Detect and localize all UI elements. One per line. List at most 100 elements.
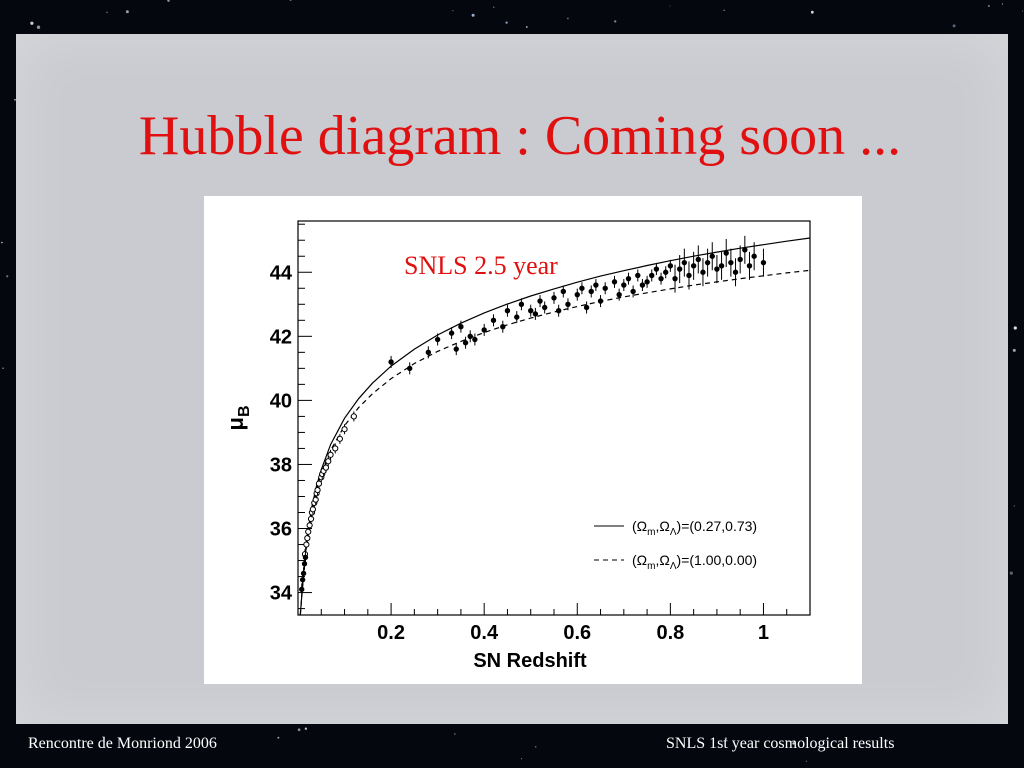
low-z-supernova-point	[309, 506, 316, 513]
chart-frame: 0.2 0.4 0.6 0.8 1 34 36 38 40 42 44 SNLS 2.5 year …	[204, 196, 862, 684]
y-axis-subscript: B	[236, 405, 253, 417]
star	[1022, 10, 1023, 12]
snls-supernova-point	[453, 346, 459, 352]
snls-supernova-point	[565, 301, 571, 307]
low-z-supernova-point	[305, 528, 312, 535]
y-tick-label: 42	[270, 326, 292, 348]
star	[1009, 571, 1013, 575]
star	[277, 736, 280, 739]
star	[723, 9, 725, 12]
snls-supernova-point	[541, 304, 548, 311]
star	[289, 0, 292, 1]
snls-supernova-point	[760, 259, 767, 266]
low-z-supernova-point	[341, 426, 348, 433]
star	[1013, 326, 1017, 330]
low-z-supernova-point	[327, 451, 334, 458]
x-tick-label: 0.6	[563, 622, 591, 644]
y-axis-title: μB	[223, 405, 253, 430]
snls-supernova-point	[732, 269, 739, 275]
star	[525, 26, 528, 28]
low-z-supernova-point	[307, 515, 315, 523]
low-z-supernova-point	[315, 480, 323, 487]
star	[6, 275, 9, 278]
snls-supernova-point	[574, 291, 580, 298]
snls-supernova-point	[686, 272, 692, 279]
snls-supernova-point	[676, 266, 683, 272]
y-tick-label: 40	[270, 390, 292, 412]
x-tick-label: 0.4	[470, 622, 499, 644]
y-tick-label: 38	[270, 454, 292, 476]
snls-supernova-point	[467, 333, 473, 340]
low-z-supernova-point	[322, 464, 330, 471]
star	[148, 746, 150, 748]
star	[493, 6, 495, 8]
low-z-supernova-point	[303, 541, 310, 548]
star	[36, 25, 41, 29]
snls-supernova-point	[723, 250, 729, 256]
snls-supernova-point	[658, 275, 664, 282]
legend-item-dashed: (Ωm,ΩΛ)=(1.00,0.00)	[632, 552, 757, 572]
snls-supernova-point	[667, 263, 674, 269]
star	[567, 17, 569, 20]
low-z-supernova-point	[304, 535, 311, 542]
low-z-supernova-point	[312, 496, 319, 503]
snls-supernova-point	[300, 570, 307, 577]
snls-supernova-point	[672, 275, 678, 282]
snls-supernova-point	[504, 307, 511, 314]
snls-supernova-point	[551, 295, 557, 301]
snls-supernova-point	[448, 330, 455, 336]
snls-supernova-point	[434, 336, 441, 343]
snls-supernova-point	[407, 365, 413, 372]
snls-supernova-point	[700, 269, 706, 275]
snls-supernova-point	[299, 577, 306, 583]
snls-supernova-point	[299, 586, 305, 593]
chart-annotation: SNLS 2.5 year	[404, 251, 558, 280]
snls-supernova-point	[602, 285, 608, 291]
x-tick-label: 1	[758, 622, 769, 644]
star	[810, 10, 814, 14]
star	[304, 727, 308, 730]
star	[669, 5, 671, 7]
snls-supernova-point	[301, 561, 308, 567]
snls-supernova-point	[588, 288, 594, 295]
snls-supernova-point	[532, 311, 539, 317]
snls-supernova-point	[555, 307, 562, 314]
snls-supernova-point	[472, 336, 478, 343]
snls-supernova-point	[579, 285, 585, 291]
legend-item-solid: (Ωm,ΩΛ)=(0.27,0.73)	[632, 518, 757, 538]
star	[2, 367, 4, 370]
snls-supernova-point	[718, 263, 725, 269]
snls-supernova-point	[514, 314, 520, 320]
star	[471, 13, 475, 17]
data-points	[299, 235, 767, 596]
snls-supernova-point	[746, 263, 753, 269]
star	[614, 20, 617, 23]
snls-supernova-point	[625, 275, 632, 282]
footer-left-text: Rencontre de Monriond 2006	[28, 735, 217, 752]
star	[452, 10, 454, 12]
y-axis-symbol: μ	[223, 417, 248, 430]
star	[724, 737, 728, 740]
snls-supernova-point	[302, 554, 309, 561]
star	[534, 746, 537, 748]
star	[1, 241, 3, 244]
snls-supernova-point	[462, 340, 469, 346]
snls-supernova-point	[695, 256, 701, 263]
star	[952, 24, 956, 28]
snls-supernova-point	[611, 279, 618, 285]
star	[125, 10, 129, 14]
x-tick-label: 0.2	[377, 622, 405, 644]
snls-supernova-point	[639, 282, 646, 288]
snls-supernova-point	[663, 269, 669, 275]
snls-supernova-point	[621, 282, 627, 288]
low-z-supernova-point	[314, 486, 321, 494]
low-z-supernova-point	[306, 522, 313, 529]
snls-supernova-point	[458, 324, 464, 330]
snls-supernova-point	[649, 272, 655, 279]
snls-supernova-point	[425, 349, 432, 356]
snls-supernova-point	[481, 327, 487, 333]
snls-supernova-point	[681, 259, 688, 266]
star	[106, 11, 108, 13]
chart-legend: (Ωm,ΩΛ)=(0.27,0.73) (Ωm,ΩΛ)=(1.00,0.00)	[594, 518, 757, 572]
svg-text:μB: μB	[223, 405, 253, 430]
